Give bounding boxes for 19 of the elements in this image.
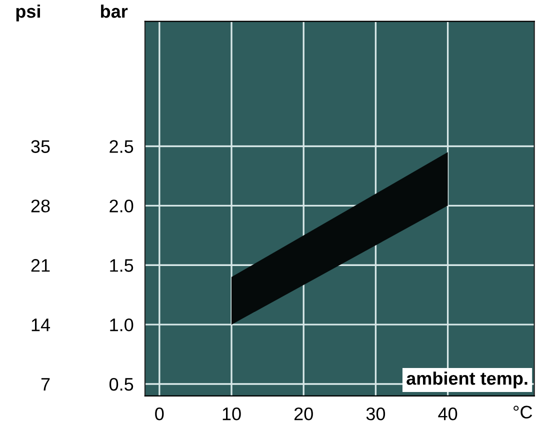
x-tick-label: 40 [438, 407, 458, 420]
y-tick-label: 2.5 [110, 140, 134, 153]
y2-axis-title: psi [16, 4, 40, 22]
annotation: ambient temp. [406, 372, 528, 388]
y2-tick-label: 28 [31, 200, 50, 212]
y-tick-label: 2.0 [110, 200, 134, 212]
y2-tick-label: 21 [31, 259, 50, 272]
y2-tick-label: 7 [41, 378, 50, 391]
x-tick-label: 10 [222, 407, 241, 420]
y-tick-label: 0.5 [109, 378, 134, 391]
y2-tick-label: 35 [31, 140, 50, 153]
x-axis-title: °C [514, 406, 532, 419]
y-tick-label: 1.5 [110, 259, 134, 272]
y-tick-label: 1.0 [110, 318, 134, 332]
y2-tick-label: 14 [32, 318, 50, 332]
x-tick-label: 20 [294, 407, 313, 420]
x-tick-label: 30 [366, 407, 386, 420]
x-tick-label: 0 [155, 407, 164, 420]
y-axis-title: bar [100, 4, 128, 18]
